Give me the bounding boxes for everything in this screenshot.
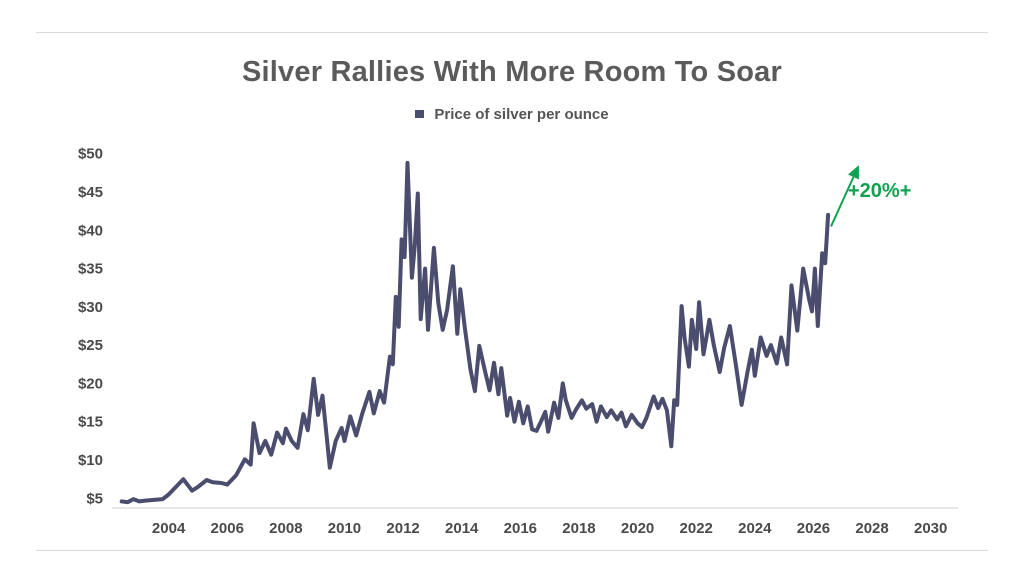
series-line-silver-price [119, 160, 831, 505]
y-tick-label: $30 [78, 299, 103, 316]
y-tick-label: $15 [78, 414, 103, 431]
x-tick-label: 2012 [386, 520, 419, 537]
legend-label: Price of silver per ounce [434, 106, 609, 123]
annotation-arrow-icon [848, 165, 859, 180]
legend: Price of silver per ounce [0, 106, 1024, 123]
x-tick-label: 2018 [562, 520, 595, 537]
annotation-label: +20%+ [848, 180, 911, 202]
x-tick-label: 2022 [680, 520, 713, 537]
chart-title: Silver Rallies With More Room To Soar [242, 56, 782, 88]
bottom-divider [36, 550, 988, 551]
y-tick-label: $25 [78, 337, 103, 354]
x-tick-label: 2028 [855, 520, 888, 537]
y-tick-label: $20 [78, 375, 103, 392]
x-tick-label: 2026 [797, 520, 830, 537]
x-tick-label: 2008 [269, 520, 302, 537]
series-layer [119, 160, 831, 505]
y-tick-label: $35 [78, 261, 103, 278]
x-tick-label: 2024 [738, 520, 772, 537]
y-tick-label: $5 [86, 490, 103, 507]
x-tick-label: 2010 [328, 520, 361, 537]
annotation-layer: +20%+ [830, 165, 911, 227]
x-tick-label: 2004 [152, 520, 186, 537]
y-axis: $5 $10 $15 $20 $25 $30 $35 $40 $45 $50 [78, 146, 103, 508]
x-tick-label: 2016 [504, 520, 537, 537]
x-tick-label: 2020 [621, 520, 654, 537]
legend-swatch-icon [415, 110, 425, 119]
x-tick-label: 2030 [914, 520, 947, 537]
y-tick-label: $45 [78, 184, 103, 201]
y-tick-label: $50 [78, 146, 103, 163]
x-tick-label: 2006 [211, 520, 244, 537]
x-tick-label: 2014 [445, 520, 479, 537]
top-divider [36, 32, 988, 33]
annotation-arrow-shaft [830, 176, 855, 227]
y-tick-label: $40 [78, 222, 103, 239]
x-axis: 2004 2006 2008 2010 2012 2014 2016 2018 2020 2022… [112, 507, 958, 537]
y-tick-label: $10 [78, 452, 103, 469]
